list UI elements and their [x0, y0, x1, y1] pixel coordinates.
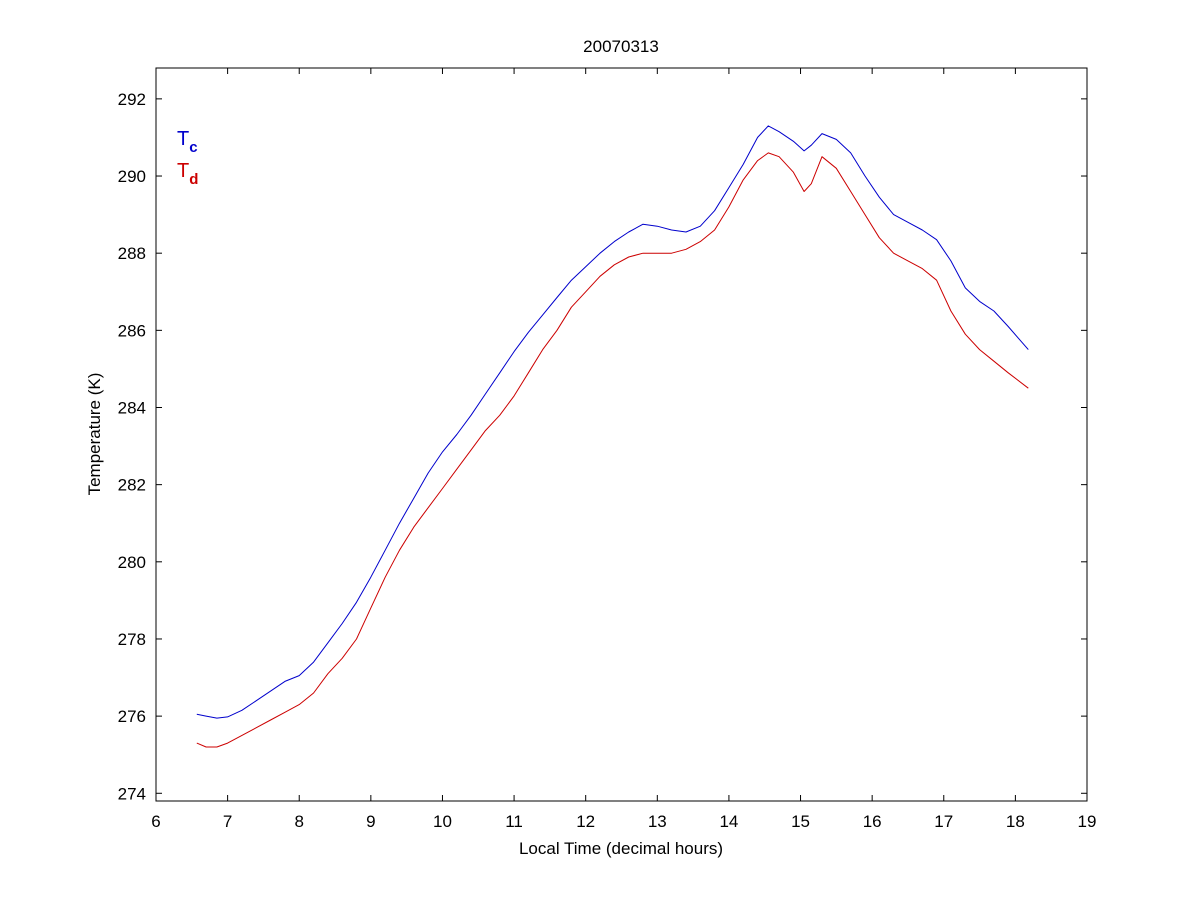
- y-tick-label: 274: [118, 784, 146, 803]
- x-axis: 6 7 8 9 10 11 12 13 14 15 16 17 18 19: [151, 68, 1096, 831]
- x-tick-label: 17: [934, 812, 953, 831]
- x-tick-label: 19: [1078, 812, 1097, 831]
- series-line-td: [196, 152, 1029, 748]
- x-tick-label: 12: [576, 812, 595, 831]
- x-tick-label: 14: [719, 812, 738, 831]
- legend-label: Td: [177, 160, 198, 188]
- y-tick-label: 290: [118, 167, 146, 186]
- legend-label-base: T: [177, 160, 189, 182]
- x-axis-label: Local Time (decimal hours): [519, 839, 723, 858]
- y-tick-label: 280: [118, 553, 146, 572]
- series-line-tc: [196, 125, 1029, 719]
- y-tick-label: 284: [118, 398, 146, 417]
- series-layer: [196, 125, 1029, 748]
- legend-label-base: T: [177, 128, 189, 150]
- legend-label-subscript: c: [189, 139, 197, 156]
- y-tick-label: 288: [118, 244, 146, 263]
- chart-title: 20070313: [583, 37, 659, 56]
- plot-area: [155, 67, 1088, 802]
- x-tick-label: 18: [1006, 812, 1025, 831]
- x-tick-label: 10: [433, 812, 452, 831]
- x-tick-label: 9: [366, 812, 375, 831]
- y-axis-label: Temperature (K): [85, 373, 104, 496]
- x-tick-label: 15: [791, 812, 810, 831]
- x-tick-label: 13: [648, 812, 667, 831]
- x-tick-label: 16: [863, 812, 882, 831]
- x-tick-label: 11: [505, 812, 523, 831]
- y-tick-label: 286: [118, 321, 146, 340]
- y-tick-label: 278: [118, 630, 146, 649]
- y-tick-label: 282: [118, 476, 146, 495]
- x-tick-label: 7: [223, 812, 232, 831]
- legend-label: Tc: [177, 128, 198, 156]
- x-tick-label: 8: [294, 812, 303, 831]
- legend-label-subscript: d: [189, 171, 198, 188]
- y-tick-label: 276: [118, 707, 146, 726]
- y-axis: 274 276 278 280 282 284 286 288 290 292: [118, 90, 1087, 803]
- y-tick-label: 292: [118, 90, 146, 109]
- x-tick-label: 6: [151, 812, 160, 831]
